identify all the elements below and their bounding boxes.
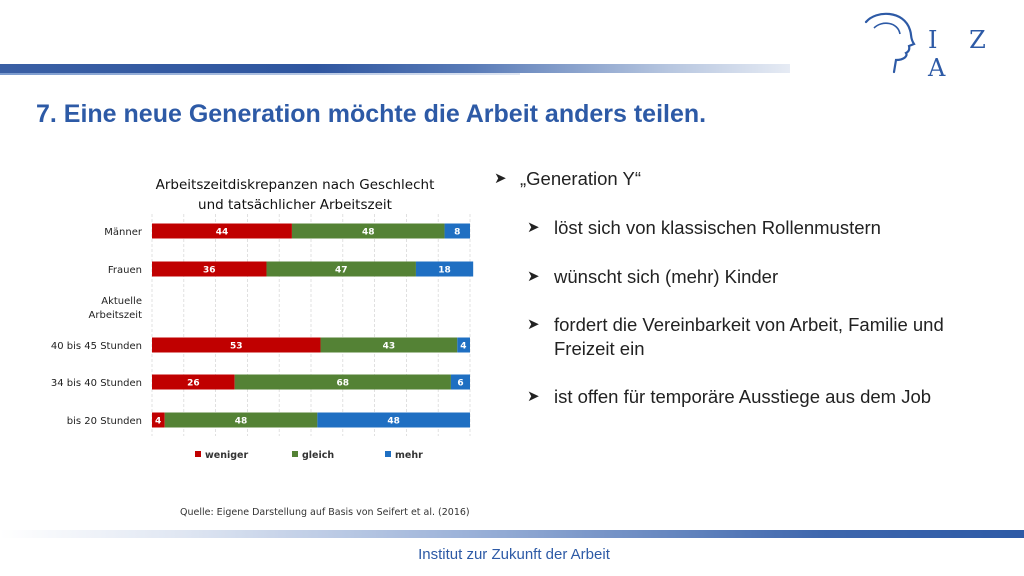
bar-weniger	[152, 223, 292, 239]
footer-band	[0, 530, 1024, 538]
data-label: 48	[235, 417, 248, 427]
head-profile-icon	[864, 12, 916, 74]
bar-mehr	[444, 223, 470, 239]
bar-mehr	[450, 374, 470, 390]
arrow-bullet-icon: ➤	[527, 388, 540, 405]
data-label: 4	[155, 417, 161, 427]
data-label: 4	[460, 342, 466, 352]
arrow-bullet-icon: ➤	[494, 170, 507, 187]
bullet-item-text: löst sich von klassischen Rollenmustern	[554, 217, 881, 238]
bullet-main-text: „Generation Y“	[520, 168, 641, 189]
header-line	[0, 73, 520, 75]
data-label: 68	[337, 379, 350, 389]
header-band	[0, 64, 790, 73]
bar-gleich	[164, 412, 318, 428]
legend-label: mehr	[395, 450, 423, 461]
bar-mehr	[415, 261, 474, 277]
data-label: 18	[438, 266, 451, 276]
data-label: 26	[187, 379, 200, 389]
legend-label: weniger	[205, 450, 248, 461]
bar-weniger	[152, 337, 321, 353]
data-label: 53	[230, 342, 243, 352]
legend-label: gleich	[302, 450, 334, 461]
bullet-item-text: fordert die Vereinbarkeit von Arbeit, Fa…	[554, 314, 944, 359]
arrow-bullet-icon: ➤	[527, 219, 540, 236]
category-label: Männer	[104, 227, 143, 238]
bullet-item: ➤ wünscht sich (mehr) Kinder	[527, 265, 967, 289]
chart-title: Arbeitszeitdiskrepanzen nach Geschlecht …	[140, 175, 450, 215]
page-title: 7. Eine neue Generation möchte die Arbei…	[36, 100, 707, 128]
data-label: 44	[216, 228, 229, 238]
bar-weniger	[152, 412, 165, 428]
legend-swatch-weniger	[195, 451, 201, 457]
bullet-item: ➤ ist offen für temporäre Ausstiege aus …	[527, 385, 967, 409]
logo-text: I Z A	[928, 26, 998, 82]
legend-swatch-mehr	[385, 451, 391, 457]
chart-title-line-1: Arbeitszeitdiskrepanzen nach Geschlecht	[155, 177, 435, 193]
bar-weniger	[152, 374, 235, 390]
bar-weniger	[152, 261, 267, 277]
data-label: 43	[383, 342, 396, 352]
bar-gleich	[234, 374, 451, 390]
legend-swatch-gleich	[292, 451, 298, 457]
stacked-bar-chart: Männer 44 48 8 Frauen 36 47 18 Aktuelle Arbeitsze…	[40, 170, 480, 470]
category-label: Aktuelle	[101, 296, 142, 307]
bullet-item-text: ist offen für temporäre Ausstiege aus de…	[554, 386, 932, 407]
footer-label: Institut zur Zukunft der Arbeit	[418, 546, 610, 563]
data-label: 6	[457, 379, 463, 389]
arrow-bullet-icon: ➤	[527, 316, 540, 333]
bullet-item-text: wünscht sich (mehr) Kinder	[554, 266, 779, 287]
category-label: 40 bis 45 Stunden	[51, 341, 142, 352]
data-label: 47	[335, 266, 348, 276]
footer-text: Institut zur Zukunft der Arbeit	[0, 546, 1024, 563]
category-label: 34 bis 40 Stunden	[51, 378, 142, 389]
category-label: bis 20 Stunden	[67, 416, 142, 427]
data-label: 36	[203, 266, 216, 276]
chart-title-line-2: und tatsächlicher Arbeitszeit	[198, 197, 392, 213]
arrow-bullet-icon: ➤	[527, 268, 540, 285]
bullet-item: ➤ fordert die Vereinbarkeit von Arbeit, …	[527, 313, 967, 361]
bar-gleich	[320, 337, 458, 353]
bar-mehr	[457, 337, 470, 353]
data-label: 48	[387, 417, 400, 427]
data-label: 48	[362, 228, 375, 238]
category-label: Frauen	[108, 265, 142, 276]
category-label: Arbeitszeit	[89, 310, 143, 321]
iza-logo: I Z A	[860, 8, 1010, 82]
bar-gleich	[266, 261, 416, 277]
bar-mehr	[317, 412, 470, 428]
bar-gleich	[291, 223, 445, 239]
bullet-item: ➤ löst sich von klassischen Rollenmuster…	[527, 216, 967, 240]
data-label: 8	[454, 228, 460, 238]
source-note: Quelle: Eigene Darstellung auf Basis von…	[180, 507, 470, 518]
